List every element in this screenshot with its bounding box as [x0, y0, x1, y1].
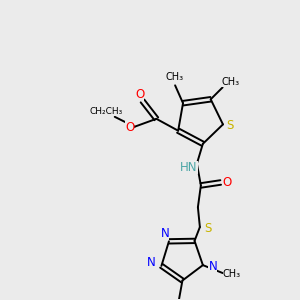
Text: N: N [160, 227, 169, 240]
Text: O: O [135, 88, 144, 100]
Text: O: O [222, 176, 231, 189]
Text: O: O [125, 121, 134, 134]
Text: CH₃: CH₃ [165, 72, 183, 82]
Text: N: N [147, 256, 156, 269]
Text: S: S [204, 221, 212, 235]
Text: CH₃: CH₃ [223, 269, 241, 279]
Text: HN: HN [180, 161, 198, 174]
Text: N: N [208, 260, 217, 273]
Text: CH₂CH₃: CH₂CH₃ [89, 107, 122, 116]
Text: CH₃: CH₃ [221, 77, 240, 87]
Text: S: S [226, 119, 234, 132]
